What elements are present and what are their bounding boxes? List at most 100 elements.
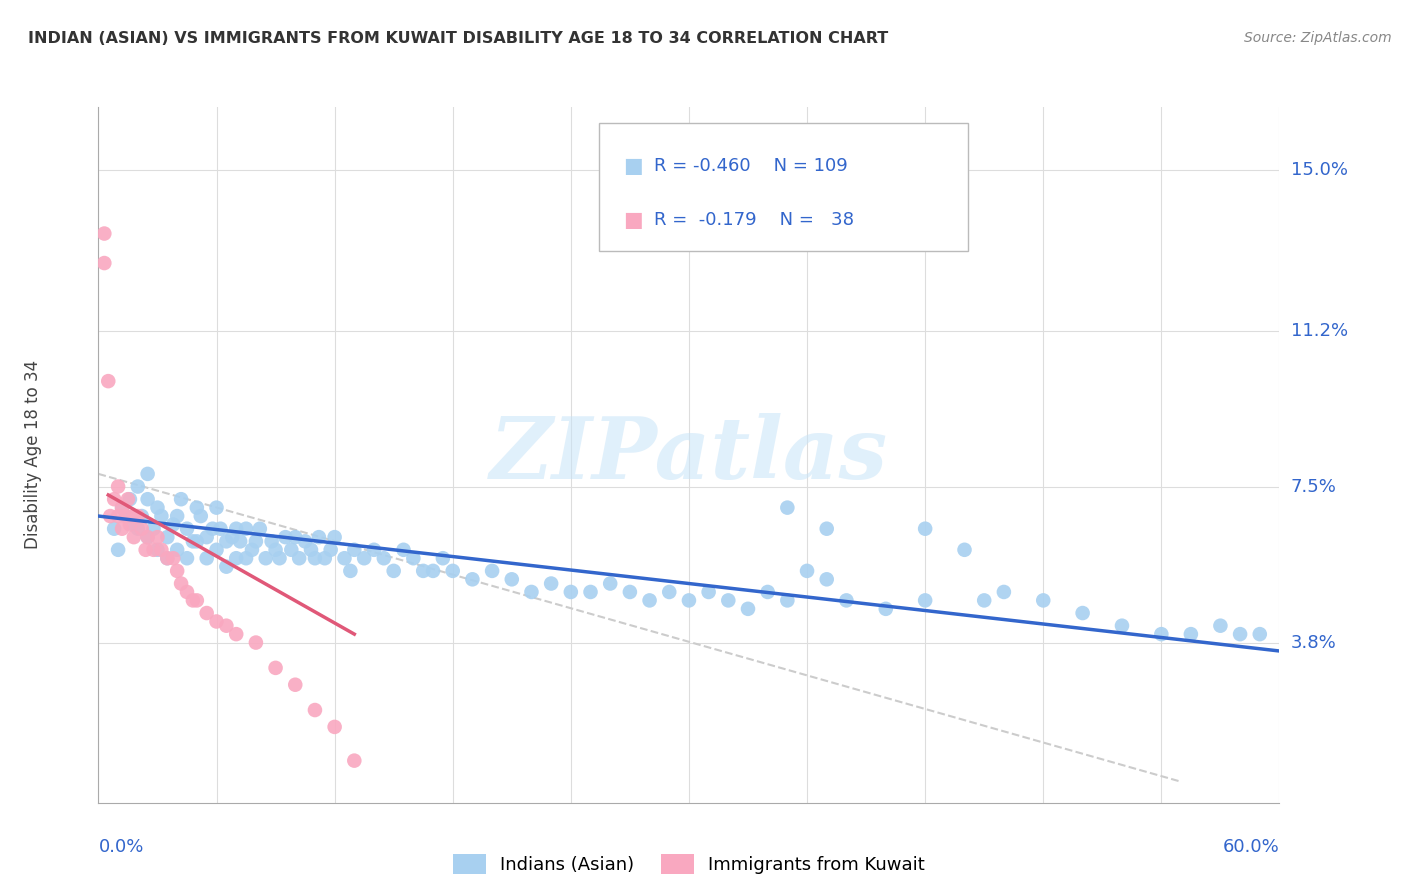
Point (107, 479, 129, 493)
Text: Disability Age 18 to 34: Disability Age 18 to 34 (24, 360, 42, 549)
Legend: Indians (Asian), Immigrants from Kuwait: Indians (Asian), Immigrants from Kuwait (453, 854, 925, 874)
Point (294, 534, 316, 549)
Point (146, 500, 169, 515)
Point (501, 572, 523, 586)
Point (136, 492, 159, 507)
Point (205, 542, 228, 557)
Point (1111, 618, 1133, 632)
Point (1229, 627, 1251, 641)
Point (186, 534, 208, 549)
Point (156, 551, 179, 566)
Point (111, 500, 134, 515)
Point (245, 635, 267, 649)
Point (245, 534, 267, 549)
Point (150, 509, 173, 524)
Point (215, 534, 238, 549)
Text: ZIPatlas: ZIPatlas (489, 413, 889, 497)
Point (201, 522, 224, 536)
Point (1209, 618, 1232, 632)
Point (288, 551, 311, 566)
Text: 0.0%: 0.0% (98, 838, 143, 856)
Point (373, 551, 395, 566)
Point (215, 618, 238, 632)
Point (111, 500, 134, 515)
Point (170, 576, 193, 591)
Point (156, 551, 179, 566)
Point (284, 530, 307, 544)
Point (815, 572, 838, 586)
Point (737, 602, 759, 616)
Point (103, 492, 125, 507)
Point (339, 564, 361, 578)
Point (678, 593, 700, 607)
Point (1180, 627, 1202, 641)
Point (107, 542, 129, 557)
Point (638, 593, 661, 607)
Point (973, 593, 995, 607)
Text: INDIAN (ASIAN) VS IMMIGRANTS FROM KUWAIT DISABILITY AGE 18 TO 34 CORRELATION CHA: INDIAN (ASIAN) VS IMMIGRANTS FROM KUWAIT… (28, 31, 889, 46)
Point (323, 720, 346, 734)
Point (953, 542, 976, 557)
Point (796, 564, 818, 578)
Point (269, 551, 291, 566)
Point (146, 530, 169, 544)
Point (756, 585, 779, 599)
Point (166, 542, 188, 557)
Point (93, 256, 115, 270)
Point (186, 500, 208, 515)
Point (914, 593, 936, 607)
Text: 7.5%: 7.5% (1291, 477, 1337, 496)
Point (461, 572, 484, 586)
Text: ■: ■ (623, 211, 643, 230)
Text: 15.0%: 15.0% (1291, 161, 1348, 179)
Point (235, 522, 257, 536)
Point (225, 551, 247, 566)
Point (382, 564, 405, 578)
Point (135, 542, 157, 557)
Point (225, 522, 247, 536)
Point (205, 615, 228, 629)
Point (333, 551, 356, 566)
Point (122, 517, 145, 532)
Point (195, 530, 218, 544)
Text: 60.0%: 60.0% (1223, 838, 1279, 856)
Point (392, 542, 415, 557)
Point (209, 522, 232, 536)
Point (111, 522, 134, 536)
Point (343, 754, 366, 768)
Point (156, 530, 179, 544)
Point (264, 661, 287, 675)
Point (115, 509, 138, 524)
Point (97, 374, 120, 388)
Point (221, 530, 243, 544)
Point (274, 530, 297, 544)
Point (146, 542, 169, 557)
Point (190, 509, 212, 524)
Point (170, 492, 193, 507)
Point (162, 517, 184, 532)
Text: 3.8%: 3.8% (1291, 633, 1337, 651)
Point (717, 593, 740, 607)
Point (1071, 606, 1094, 620)
Point (186, 593, 208, 607)
Point (195, 606, 218, 620)
Point (441, 564, 464, 578)
Point (993, 585, 1015, 599)
Point (540, 576, 562, 591)
Point (560, 585, 582, 599)
Point (225, 627, 247, 641)
Point (658, 585, 681, 599)
Point (195, 551, 218, 566)
Point (142, 522, 165, 536)
Point (314, 551, 336, 566)
Point (323, 530, 346, 544)
Point (117, 492, 139, 507)
Text: Source: ZipAtlas.com: Source: ZipAtlas.com (1244, 31, 1392, 45)
Point (412, 564, 434, 578)
Point (432, 551, 454, 566)
Point (697, 585, 720, 599)
Point (264, 542, 287, 557)
Text: R =  -0.179    N =   38: R = -0.179 N = 38 (654, 211, 853, 229)
Point (875, 602, 897, 616)
Point (363, 542, 385, 557)
